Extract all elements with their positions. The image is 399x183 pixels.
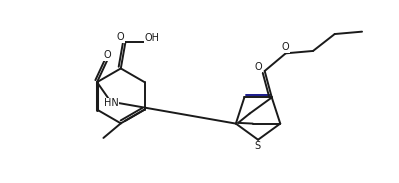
Text: S: S bbox=[254, 141, 261, 151]
Text: O: O bbox=[117, 32, 124, 42]
Text: O: O bbox=[103, 51, 111, 61]
Text: OH: OH bbox=[145, 33, 160, 43]
Text: O: O bbox=[282, 42, 290, 53]
Text: O: O bbox=[254, 62, 262, 72]
Text: HN: HN bbox=[104, 98, 119, 109]
